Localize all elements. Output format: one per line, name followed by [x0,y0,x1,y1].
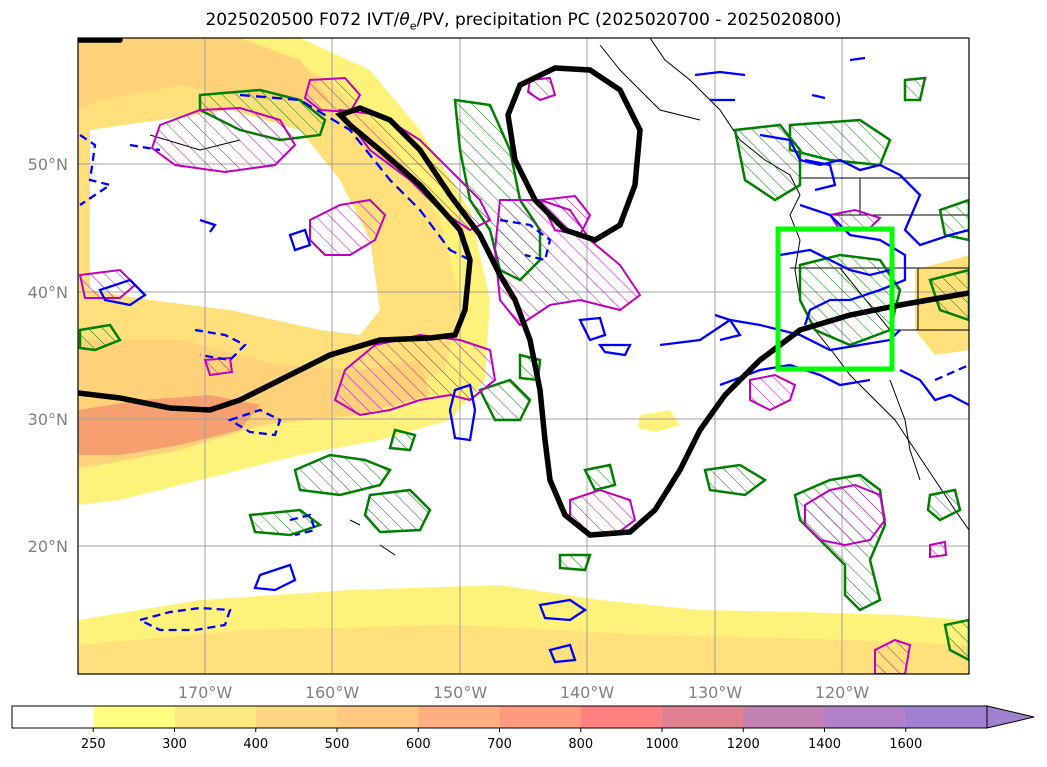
colorbar-tick-label: 500 [325,737,350,752]
title-theta: θ [399,10,410,30]
ivt-white-pocket [90,110,380,335]
lon-label-150w: 150°W [433,683,488,702]
colorbar-tick-label: 250 [81,737,106,752]
colorbar-segment [12,706,94,728]
lon-label-170w: 170°W [178,683,233,702]
colorbar-extend-arrow [986,705,1035,729]
colorbar-segment [662,706,744,728]
map-frame [77,37,970,675]
title-suffix: /PV, precipitation PC (2025020700 - 2025… [416,10,842,30]
colorbar-segment [580,706,663,728]
precip-magenta-regions [78,76,948,674]
colorbar-segment [743,706,825,728]
colorbar-segment [174,706,257,728]
colorbar-tick-label: 1400 [808,737,841,752]
lon-label-130w: 130°W [688,683,743,702]
lon-label-140w: 140°W [560,683,615,702]
ivt-colorbar: 250 300 400 500 600 700 800 1000 1200 1400 1600 [11,705,1035,752]
ivt-small-patch [638,410,680,432]
colorbar-segment [824,706,907,728]
colorbar-segment [499,706,582,728]
colorbar-tick-label: 400 [243,737,268,752]
colorbar-tick-label: 1200 [727,737,760,752]
colorbar-segment [418,706,500,728]
longitude-labels: 170°W 160°W 150°W 140°W 130°W 120°W [178,683,870,702]
ivt-band-south-inner [78,625,969,674]
pv-contours [79,56,969,664]
colorbar-segment [255,706,338,728]
colorbar-tick-label: 800 [568,737,593,752]
lat-label-30: 30°N [28,410,68,429]
colorbar-tick-label: 600 [406,737,431,752]
colorbar-tick-label: 300 [162,737,187,752]
region-highlight-box [775,226,895,372]
title-prefix: 2025020500 F072 IVT/ [205,10,400,30]
latitude-labels: 50°N 40°N 30°N 20°N [28,155,68,556]
colorbar-tick-label: 700 [487,737,512,752]
lat-label-20: 20°N [28,537,68,556]
colorbar-segment [337,706,419,728]
lat-label-50: 50°N [28,155,68,174]
colorbar-segment [905,706,988,728]
lat-label-40: 40°N [28,283,68,302]
thetae-contours [78,38,969,538]
title-subscript: e [409,19,417,33]
colorbar-segment [93,706,175,728]
colorbar-tick-label: 1000 [645,737,678,752]
map-title: 2025020500 F072 IVT/θe/PV, precipitation… [0,10,1047,32]
lon-label-160w: 160°W [305,683,360,702]
colorbar-tick-label: 1600 [889,737,922,752]
lon-label-120w: 120°W [815,683,870,702]
map-panel [78,38,969,674]
